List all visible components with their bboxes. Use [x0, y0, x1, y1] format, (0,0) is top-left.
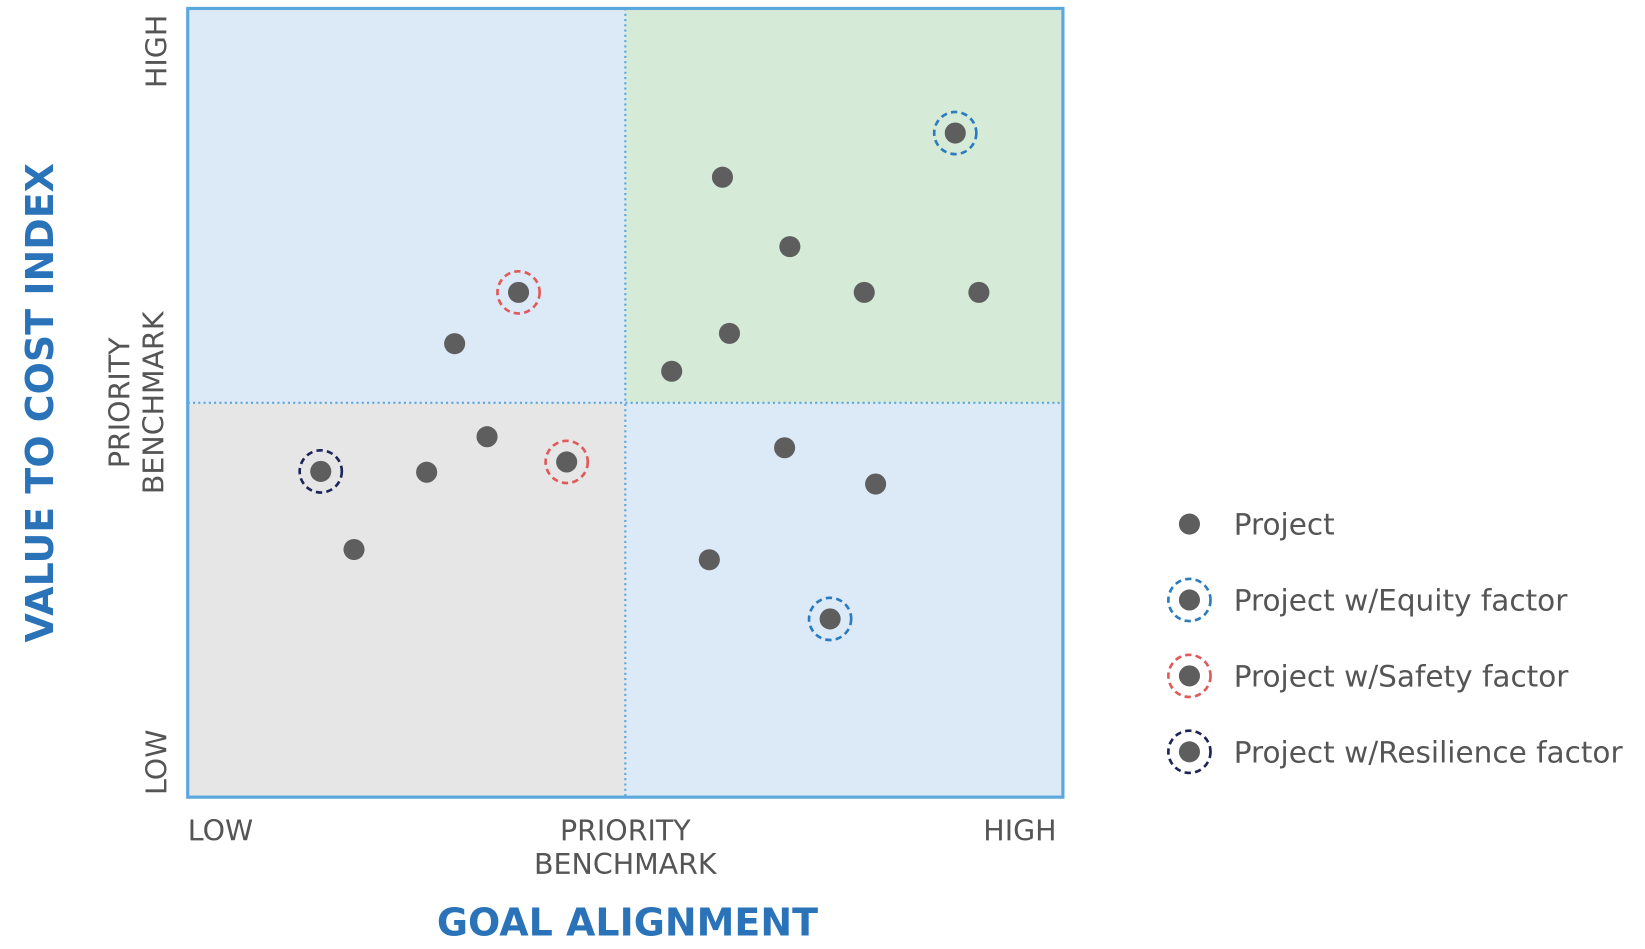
- legend-item: Project w/Equity factor: [1167, 577, 1569, 623]
- point: [698, 549, 720, 571]
- quadrant: [625, 8, 1063, 403]
- legend-text: Project w/Safety factor: [1234, 659, 1570, 693]
- x-axis-title: GOAL ALIGNMENT: [437, 900, 818, 944]
- point: [661, 360, 683, 382]
- point: [944, 122, 966, 144]
- point: [1178, 665, 1200, 687]
- point: [711, 166, 734, 188]
- y-tick-label: HIGH: [141, 15, 174, 88]
- quadrant: [187, 402, 626, 798]
- x-tick-label: LOW: [188, 814, 253, 847]
- point-ring: [1167, 577, 1212, 623]
- plot-border: [186, 6, 1065, 799]
- y-tick: HIGH: [141, 15, 174, 88]
- y-tick-label: LOW: [141, 730, 174, 795]
- point: [1178, 741, 1200, 763]
- point-ring: [1167, 729, 1212, 775]
- quadrant: [625, 402, 1063, 798]
- x-tick-label: HIGH: [983, 814, 1056, 847]
- point: [416, 461, 438, 483]
- point: [310, 460, 332, 482]
- point: [444, 333, 466, 355]
- point: [476, 426, 498, 448]
- point-ring: [298, 449, 344, 494]
- point: [853, 281, 875, 303]
- point: [1178, 589, 1200, 611]
- point: [1178, 513, 1200, 535]
- point-ring: [496, 269, 541, 315]
- point: [718, 322, 741, 344]
- point-ring: [1167, 653, 1212, 699]
- x-tick-label: PRIORITY BENCHMARK: [534, 814, 718, 881]
- legend-item: Project w/Safety factor: [1167, 653, 1570, 699]
- legend-text: Project w/Resilience factor: [1234, 735, 1624, 769]
- y-tick: PRIORITYBENCHMARK: [104, 310, 171, 494]
- point: [779, 236, 801, 258]
- point-ring: [807, 596, 853, 642]
- legend-item: Project: [1178, 508, 1335, 542]
- point: [968, 281, 990, 303]
- point: [819, 608, 841, 630]
- point-ring: [932, 110, 978, 156]
- point: [865, 473, 887, 495]
- quadrant: [187, 8, 626, 403]
- y-tick-label: PRIORITYBENCHMARK: [104, 310, 171, 494]
- y-tick: LOW: [141, 730, 174, 795]
- point: [508, 281, 530, 303]
- legend-text: Project: [1234, 508, 1335, 542]
- point: [343, 538, 365, 561]
- point-ring: [544, 439, 590, 485]
- legend-item: Project w/Resilience factor: [1167, 729, 1624, 775]
- point: [556, 451, 578, 473]
- legend-text: Project w/Equity factor: [1234, 584, 1569, 618]
- y-axis-title: VALUE TO COST INDEX: [18, 163, 62, 642]
- point: [774, 437, 796, 459]
